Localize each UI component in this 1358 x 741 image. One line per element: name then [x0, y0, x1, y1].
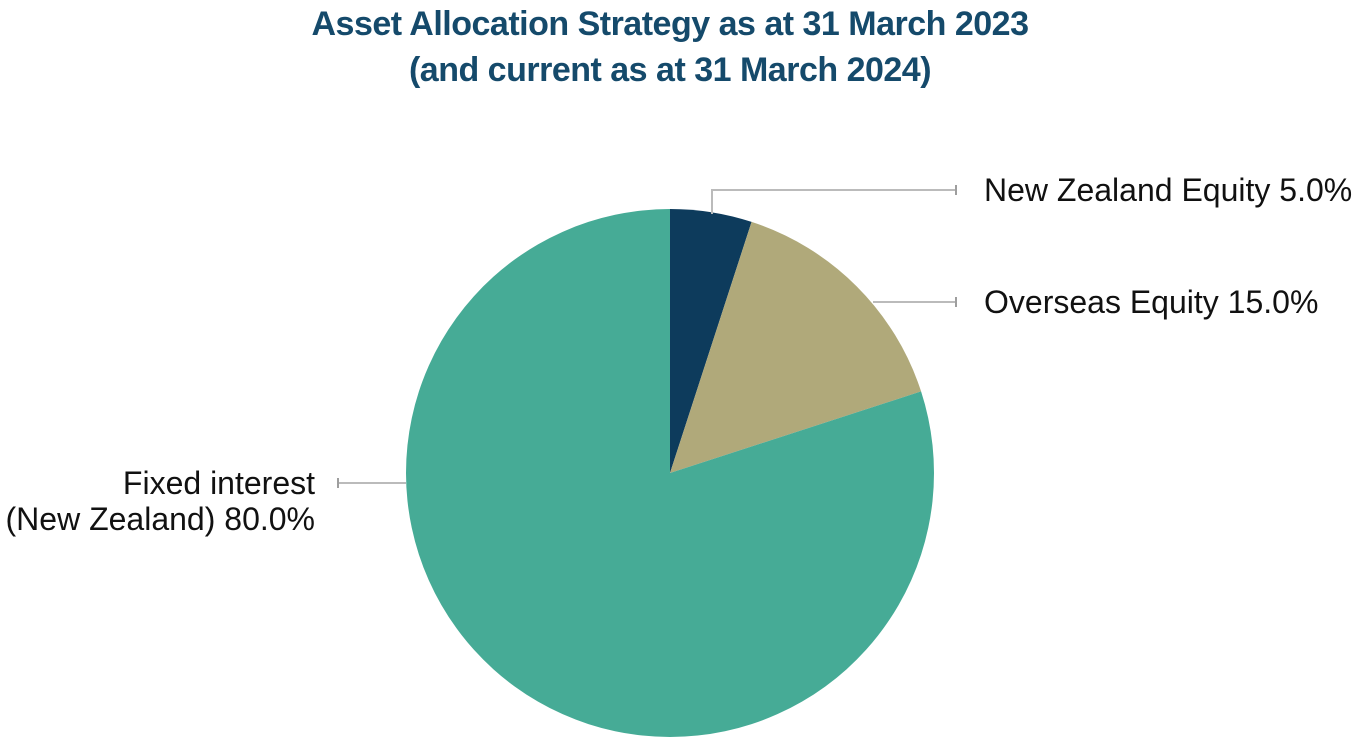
leader-lines-group	[337, 185, 957, 488]
chart-title-line-2: (and current as at 31 March 2024)	[408, 51, 932, 89]
pie-slice-fixed-interest-new-zealand	[406, 209, 935, 738]
slice-label-new-zealand-equity: New Zealand Equity 5.0%	[984, 172, 1353, 208]
chart-title-line-1: Asset Allocation Strategy as at 31 March…	[311, 5, 1030, 43]
slice-label-fixed-interest-line-2: (New Zealand) 80.0%	[5, 501, 315, 537]
leader-new-zealand-equity	[711, 189, 956, 214]
chart-title: Asset Allocation Strategy as at 31 March…	[0, 1, 1340, 93]
slice-label-overseas-equity: Overseas Equity 15.0%	[984, 284, 1319, 320]
pie-slice-overseas-equity	[670, 221, 922, 473]
pie-slice-new-zealand-equity	[670, 209, 752, 473]
pie-slices-group	[406, 209, 935, 738]
slice-label-fixed-interest: Fixed interest (New Zealand) 80.0%	[6, 465, 315, 537]
slice-label-fixed-interest-line-1: Fixed interest	[122, 465, 315, 501]
